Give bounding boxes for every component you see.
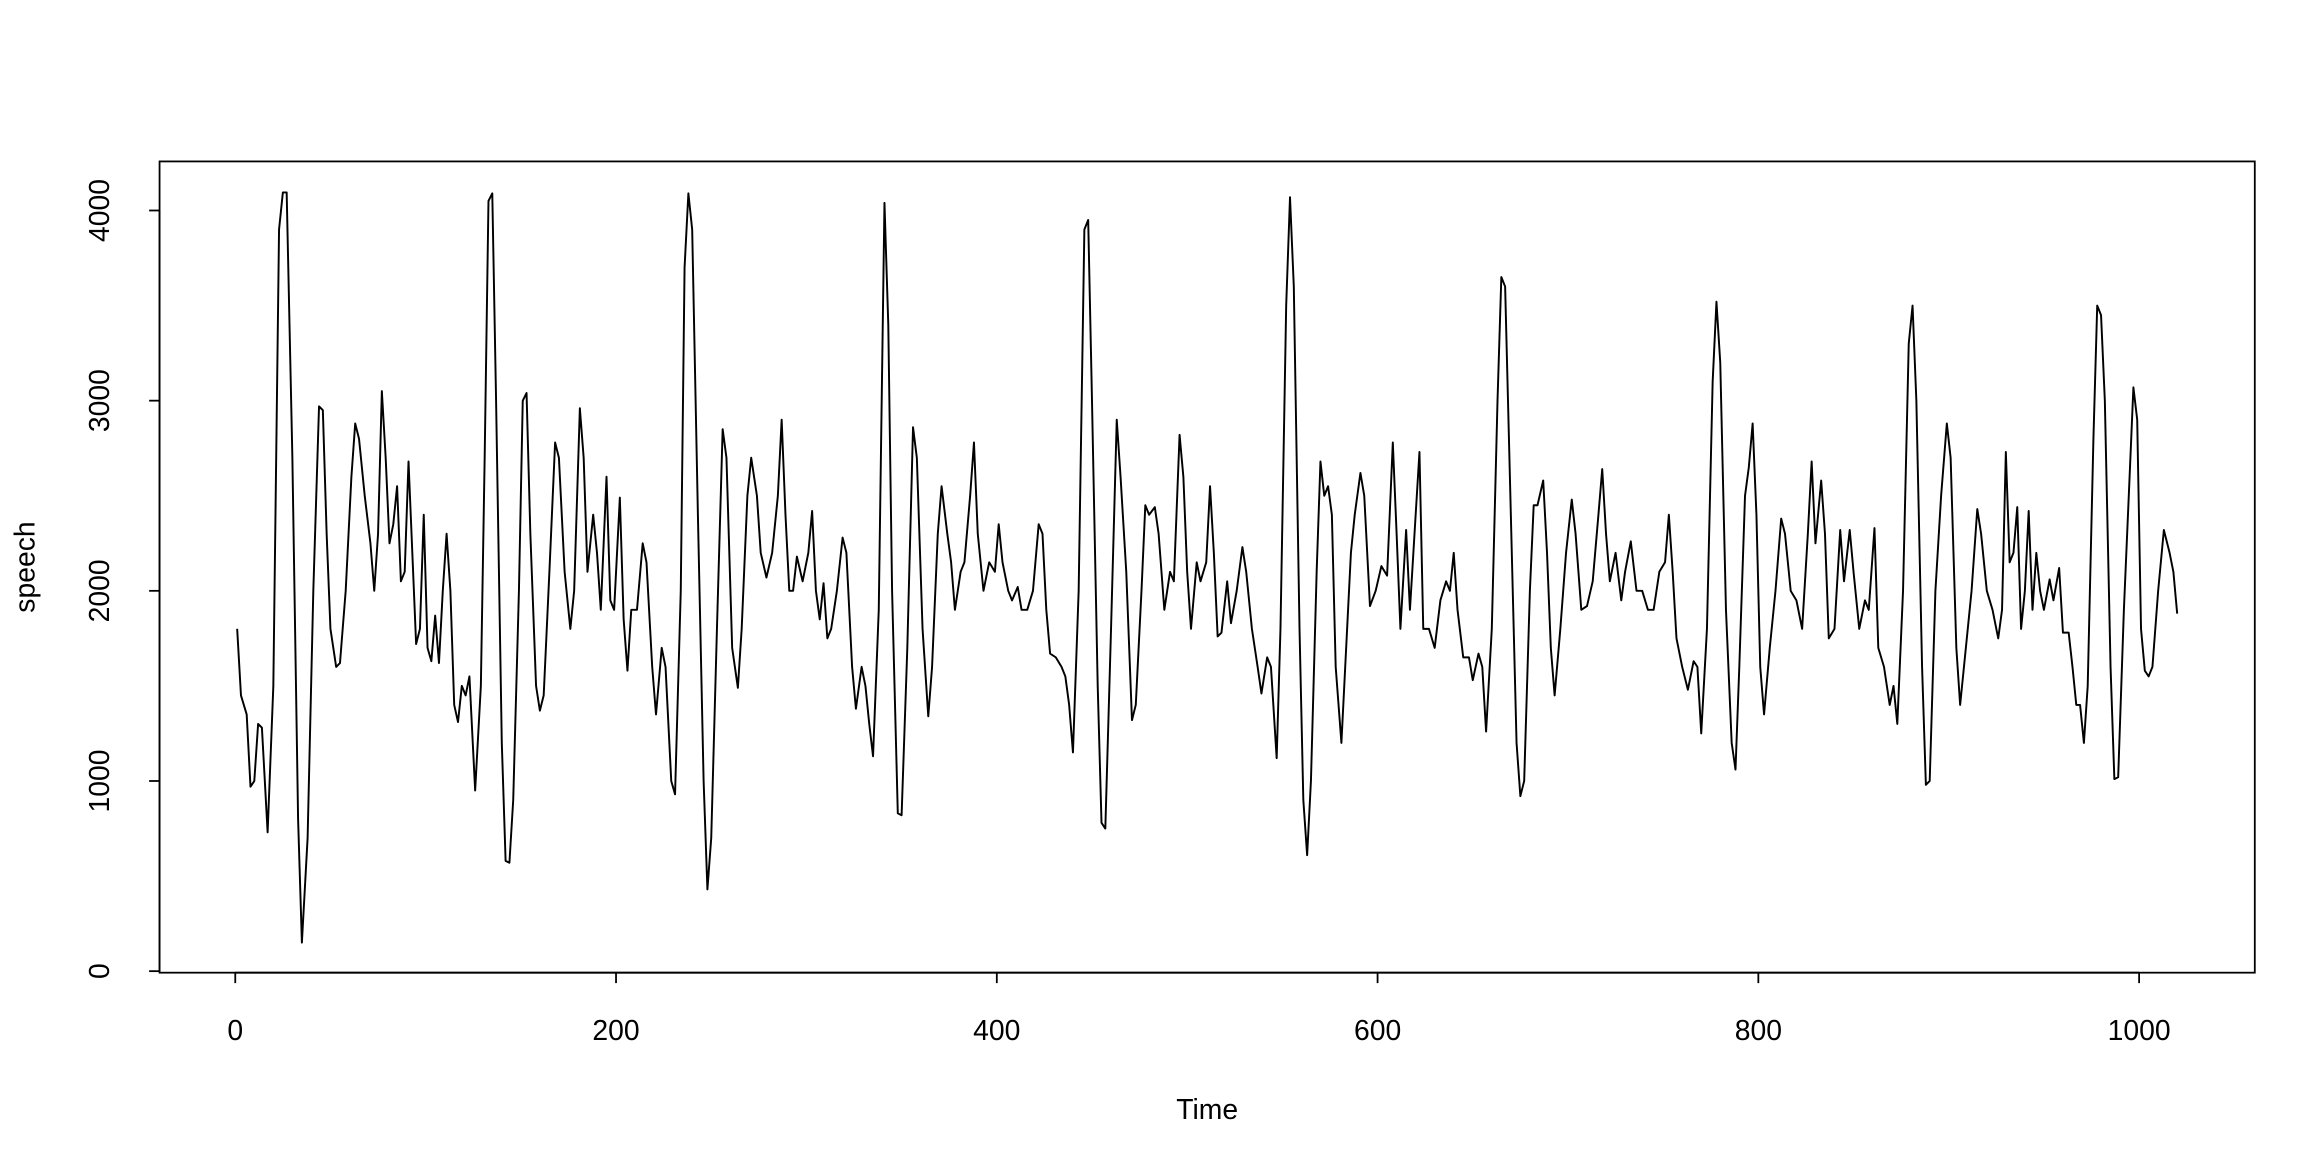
y-tick-label: 3000 bbox=[84, 369, 116, 432]
y-axis-label: speech bbox=[9, 521, 41, 612]
x-tick-label: 400 bbox=[973, 1015, 1020, 1047]
x-tick-label: 0 bbox=[227, 1015, 243, 1047]
x-axis-label: Time bbox=[1176, 1094, 1238, 1126]
y-tick-label: 0 bbox=[84, 963, 116, 979]
x-tick-label: 1000 bbox=[2108, 1015, 2171, 1047]
series-line bbox=[236, 191, 2179, 944]
x-tick-label: 800 bbox=[1735, 1015, 1782, 1047]
y-tick-label: 4000 bbox=[84, 179, 116, 242]
x-tick-label: 200 bbox=[592, 1015, 639, 1047]
y-tick-label: 1000 bbox=[84, 749, 116, 812]
y-tick-label: 2000 bbox=[84, 559, 116, 622]
x-tick-label: 600 bbox=[1354, 1015, 1401, 1047]
